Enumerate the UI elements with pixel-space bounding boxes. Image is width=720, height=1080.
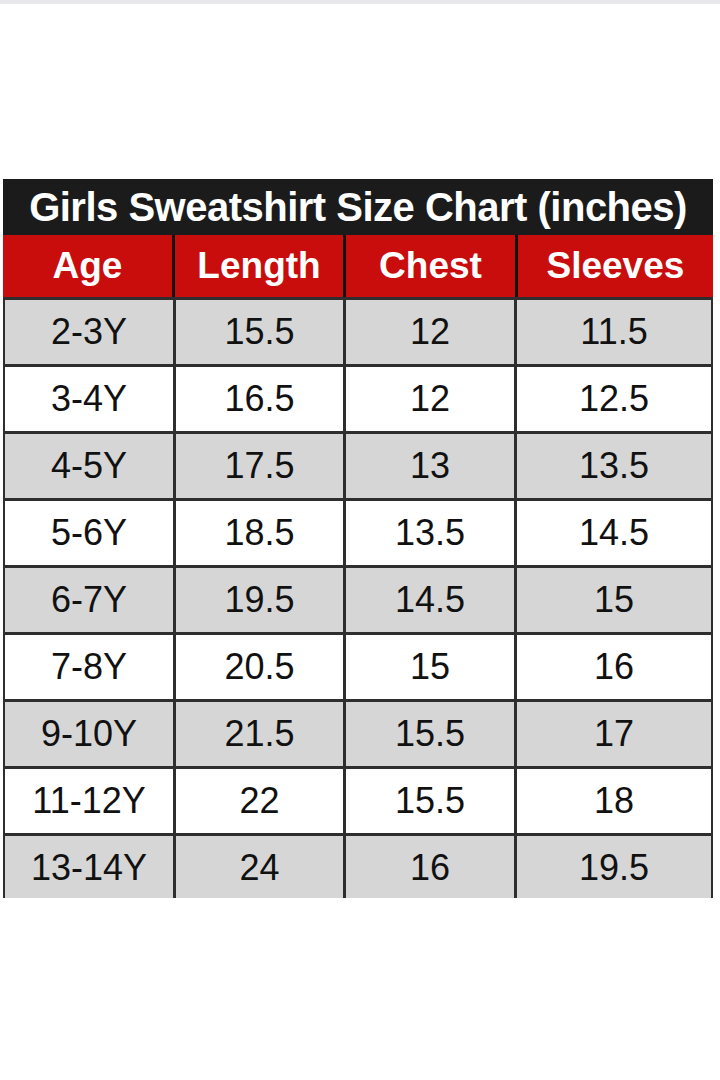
table-cell-age: 11-12Y	[5, 769, 173, 833]
table-cell-length: 24	[173, 836, 343, 898]
header-cell-length: Length	[172, 235, 343, 297]
table-cell-sleeves: 16	[514, 635, 711, 699]
table-cell-sleeves: 14.5	[514, 501, 711, 565]
table-cell-chest: 14.5	[343, 568, 514, 632]
table-cell-sleeves: 15	[514, 568, 711, 632]
table-row: 2-3Y15.51211.5	[3, 297, 713, 364]
table-row: 3-4Y16.51212.5	[3, 364, 713, 431]
table-cell-length: 21.5	[173, 702, 343, 766]
table-cell-length: 20.5	[173, 635, 343, 699]
table-row: 11-12Y2215.518	[3, 766, 713, 833]
table-row: 5-6Y18.513.514.5	[3, 498, 713, 565]
header-cell-sleeves: Sleeves	[515, 235, 713, 297]
table-cell-sleeves: 11.5	[514, 300, 711, 364]
table-cell-age: 4-5Y	[5, 434, 173, 498]
table-row: 9-10Y21.515.517	[3, 699, 713, 766]
table-cell-chest: 12	[343, 300, 514, 364]
header-cell-chest: Chest	[343, 235, 515, 297]
table-cell-length: 16.5	[173, 367, 343, 431]
table-cell-chest: 15.5	[343, 702, 514, 766]
table-row: 4-5Y17.51313.5	[3, 431, 713, 498]
table-body: 2-3Y15.51211.53-4Y16.51212.54-5Y17.51313…	[3, 297, 713, 898]
table-cell-length: 19.5	[173, 568, 343, 632]
table-cell-sleeves: 13.5	[514, 434, 711, 498]
table-cell-age: 3-4Y	[5, 367, 173, 431]
table-cell-chest: 13.5	[343, 501, 514, 565]
table-cell-chest: 12	[343, 367, 514, 431]
table-cell-length: 15.5	[173, 300, 343, 364]
table-row: 7-8Y20.51516	[3, 632, 713, 699]
table-cell-age: 2-3Y	[5, 300, 173, 364]
table-row: 6-7Y19.514.515	[3, 565, 713, 632]
table-cell-chest: 13	[343, 434, 514, 498]
table-header-row: AgeLengthChestSleeves	[3, 235, 713, 297]
table-title: Girls Sweatshirt Size Chart (inches)	[3, 179, 713, 235]
table-cell-age: 13-14Y	[5, 836, 173, 898]
table-cell-sleeves: 18	[514, 769, 711, 833]
header-cell-age: Age	[3, 235, 172, 297]
size-chart-table: Girls Sweatshirt Size Chart (inches) Age…	[3, 179, 713, 898]
table-cell-chest: 15	[343, 635, 514, 699]
table-cell-sleeves: 19.5	[514, 836, 711, 898]
table-cell-age: 6-7Y	[5, 568, 173, 632]
table-cell-age: 5-6Y	[5, 501, 173, 565]
table-cell-sleeves: 17	[514, 702, 711, 766]
table-cell-chest: 16	[343, 836, 514, 898]
table-cell-length: 18.5	[173, 501, 343, 565]
table-row: 13-14Y241619.5	[3, 833, 713, 898]
table-cell-length: 17.5	[173, 434, 343, 498]
table-cell-chest: 15.5	[343, 769, 514, 833]
table-cell-age: 7-8Y	[5, 635, 173, 699]
table-cell-sleeves: 12.5	[514, 367, 711, 431]
table-cell-length: 22	[173, 769, 343, 833]
table-cell-age: 9-10Y	[5, 702, 173, 766]
top-edge-strip	[0, 0, 720, 4]
